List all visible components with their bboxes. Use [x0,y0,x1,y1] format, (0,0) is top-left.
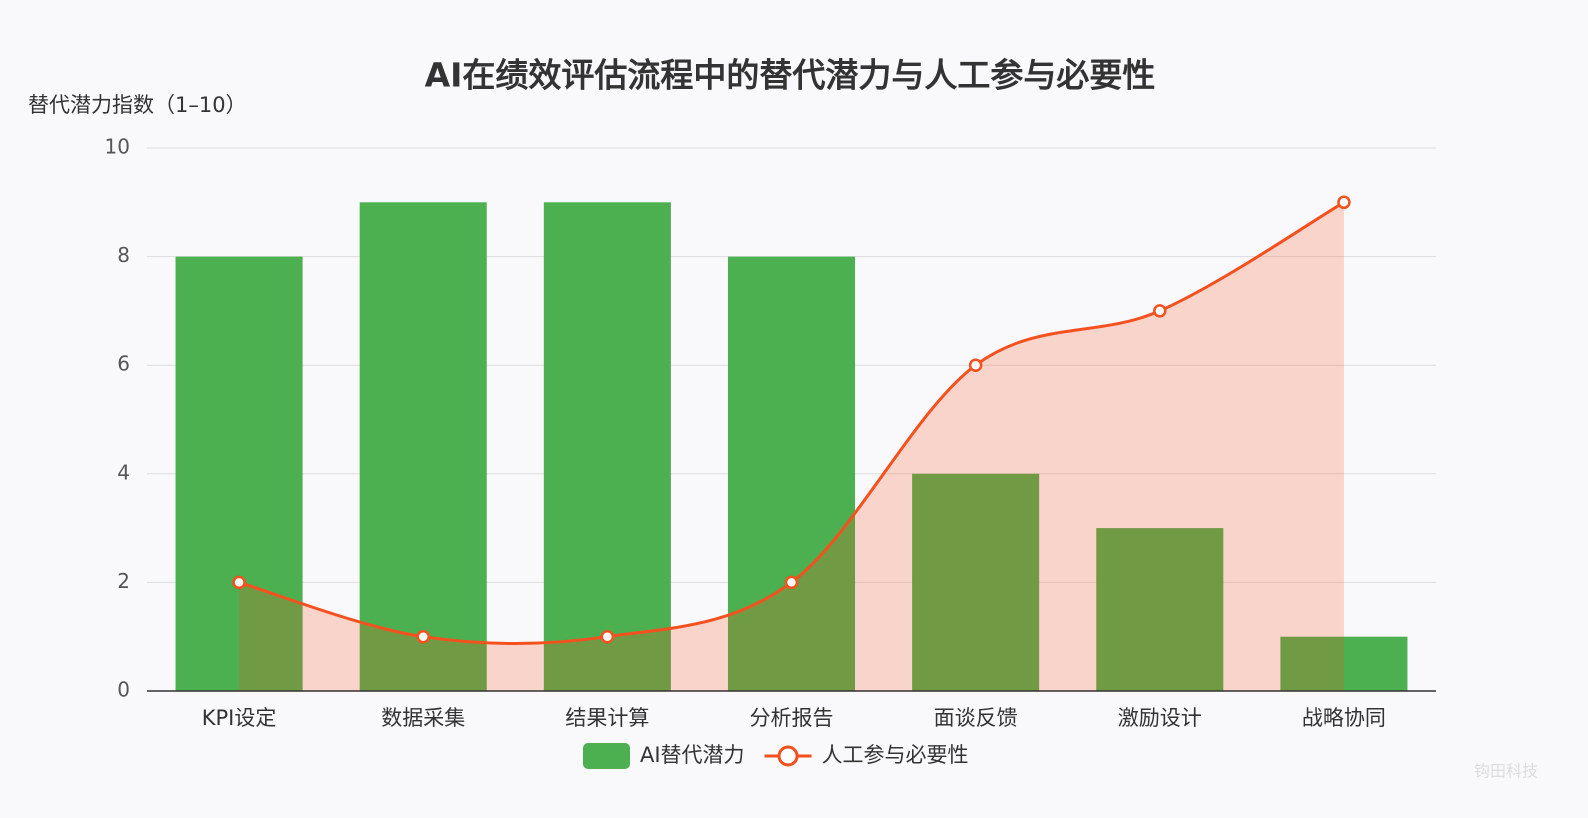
x-tick-label: 结果计算 [565,706,649,730]
x-tick-label: 分析报告 [750,706,834,730]
bar [543,202,671,692]
legend-swatch [777,745,799,767]
bar [912,473,1040,691]
bar [1280,636,1408,691]
line-point [784,575,799,590]
x-tick-label: 面谈反馈 [934,706,1018,730]
x-tick-label: 战略协同 [1302,706,1386,730]
legend-label: 人工参与必要性 [822,743,969,767]
legend-label: AI替代潜力 [640,743,745,767]
watermark: 钩田科技 [1474,762,1538,781]
y-tick-label: 4 [117,460,130,484]
y-tick-label: 6 [117,352,130,376]
line-point [600,629,615,644]
line-area [239,202,1344,692]
y-tick-label: 0 [117,678,130,702]
line-point [1337,195,1351,210]
line-point [968,358,983,372]
bar [1096,528,1224,691]
line-point [232,575,246,590]
x-tick-label: 激励设计 [1118,706,1202,730]
y-tick-label: 10 [105,135,130,159]
bar [175,256,303,691]
x-tick-label: KPI设定 [202,706,277,730]
line-point [1153,304,1167,318]
line-point [416,629,430,644]
y-axis-label: 替代潜力指数（1–10） [28,93,247,117]
y-tick-label: 8 [117,243,130,267]
bar [359,202,487,692]
bar [727,256,856,691]
x-tick-label: 数据采集 [381,706,465,730]
legend-swatch [583,743,630,769]
chart-title: AI在绩效评估流程中的替代潜力与人工参与必要性 [425,56,1156,95]
y-tick-label: 2 [117,569,130,593]
